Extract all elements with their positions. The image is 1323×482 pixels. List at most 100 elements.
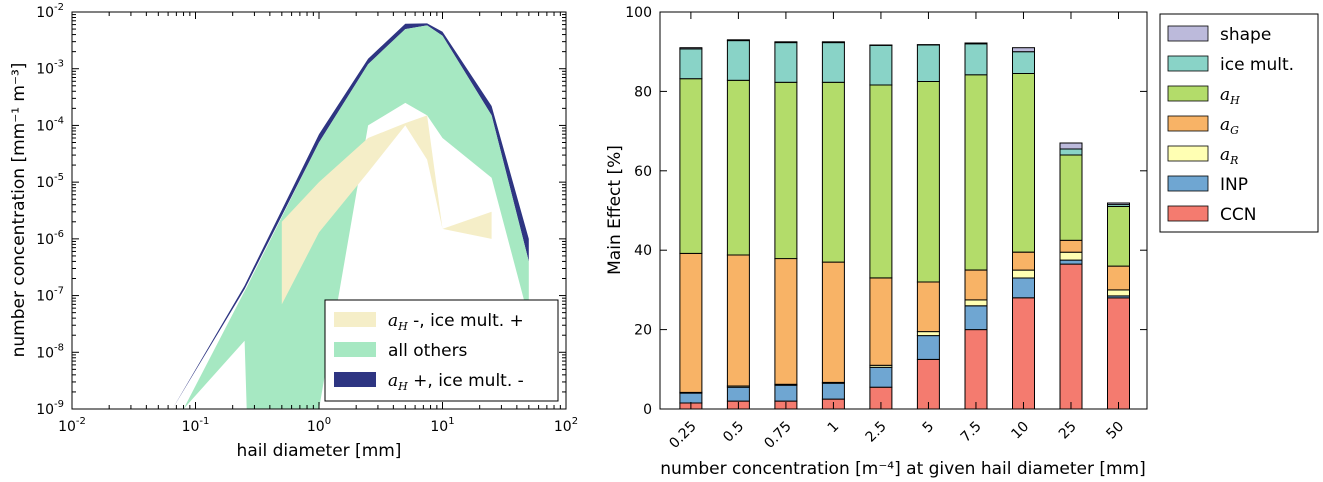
left-legend-label: aH -, ice mult. + (388, 311, 524, 333)
bar-segment-ccn (964, 329, 988, 410)
bar-segment-inp (1012, 277, 1035, 299)
left-x-tick-label: 101 (430, 416, 454, 435)
left-x-tick-label: 10-2 (58, 416, 86, 435)
left-chart-hail-size-distribution: 10-2 10-1 100 101 102 10-9 10-8 10-7 10-6 10-5 10-… (9, 2, 578, 461)
bar-segment-ag (916, 281, 940, 333)
left-x-tick-label: 100 (307, 416, 331, 435)
left-chart-legend: aH -, ice mult. + all others aH +, ice mul… (324, 299, 559, 402)
left-legend-label: all others (388, 341, 468, 361)
right-x-tick-label: 25 (1056, 419, 1080, 443)
right-legend-label: shape (1220, 25, 1271, 45)
bar-segment-ice-mult- (1012, 51, 1035, 74)
bar-segment-ah (916, 81, 940, 283)
right-legend-label: CCN (1220, 205, 1256, 225)
bar-segment-ah (679, 78, 703, 254)
left-chart-areas (172, 23, 529, 410)
right-legend-swatch (1167, 205, 1209, 222)
right-x-axis-label: number concentration [m⁻⁴] at given hail… (660, 459, 1146, 479)
right-legend-swatch (1167, 175, 1209, 192)
right-x-tick-label: 0.75 (761, 419, 794, 452)
bar-segment-ag (1059, 239, 1083, 253)
right-y-tick-label: 40 (634, 243, 652, 259)
bar-segment-ah (726, 79, 750, 256)
bar-segment-ccn (1012, 297, 1035, 410)
left-legend-label: aH +, ice mult. - (388, 371, 524, 393)
bar-segment-inp (821, 382, 845, 400)
right-x-tick-label: 10 (1008, 419, 1032, 443)
right-y-tick-label: 60 (634, 164, 652, 180)
bar-segment-ar (916, 331, 940, 337)
right-y-tick-label: 20 (634, 323, 652, 339)
bar-segment-shape (964, 42, 988, 45)
bar-segment-ag (679, 252, 703, 393)
bar-segment-ah (869, 84, 893, 279)
right-chart-legend: shape ice mult. aH aG aR INP CCN (1159, 13, 1319, 233)
right-plot-frame (659, 11, 1148, 410)
right-legend-swatch (1167, 25, 1209, 42)
bar-segment-ag (869, 277, 893, 366)
left-y-tick-label: 10-2 (36, 2, 64, 21)
right-x-tick-label: 0.5 (720, 419, 747, 446)
left-legend-swatch (334, 312, 376, 327)
bar-segment-inp (1059, 259, 1083, 265)
bar-segment-ccn (1059, 263, 1083, 410)
right-legend-label: aR (1220, 145, 1238, 167)
right-y-tick-label: 0 (643, 402, 652, 418)
left-legend-swatch (334, 372, 376, 387)
bar-segment-ice-mult- (964, 43, 988, 76)
bar-segment-ah (821, 81, 845, 263)
bar-segment-inp (774, 384, 798, 402)
bar-segment-ice-mult- (774, 42, 798, 83)
bar-segment-inp (869, 366, 893, 388)
left-chart-ticks: 10-2 10-1 100 101 102 10-9 10-8 10-7 10-6 10-5 10-… (36, 2, 578, 435)
left-y-tick-label: 10-3 (36, 59, 64, 78)
right-chart-main-effect: 0 20 40 60 80 100 0.25 0.5 0.75 1 2.5 5 7.5 10 25 50 nu… (605, 5, 1319, 479)
left-x-tick-label: 10-1 (182, 416, 210, 435)
bar-segment-inp (964, 305, 988, 331)
bar-segment-ag (774, 258, 798, 385)
left-y-tick-label: 10-7 (36, 286, 64, 305)
bar-segment-ice-mult- (821, 42, 845, 83)
right-legend-swatch (1167, 55, 1209, 72)
right-x-tick-label: 2.5 (863, 419, 890, 446)
bar-segment-ag (1012, 251, 1035, 271)
bar-segment-ice-mult- (1059, 148, 1083, 156)
bar-segment-inp (916, 335, 940, 360)
left-x-axis-label: hail diameter [mm] (237, 441, 402, 461)
bar-segment-shape (1059, 142, 1083, 150)
bar-segment-ccn (916, 358, 940, 410)
left-y-axis-label: number concentration [mm⁻¹ m⁻³] (9, 63, 29, 358)
bar-segment-shape (1012, 47, 1035, 53)
bar-segment-ice-mult- (869, 44, 893, 86)
bar-segment-inp (679, 392, 703, 404)
right-legend-swatch (1167, 85, 1209, 102)
right-legend-label: ice mult. (1220, 55, 1294, 75)
area-series-2 (281, 115, 492, 305)
left-y-tick-label: 10-4 (36, 115, 64, 134)
bar-segment-ah (1107, 206, 1130, 267)
bar-segment-ccn (1107, 297, 1130, 410)
right-legend-swatch (1167, 145, 1209, 162)
left-y-tick-label: 10-8 (36, 342, 64, 361)
right-chart-bars (679, 39, 1130, 410)
right-legend-label: aH (1220, 85, 1240, 107)
left-y-tick-label: 10-6 (36, 229, 64, 248)
bar-segment-shape (1107, 202, 1130, 206)
right-legend-label: INP (1220, 175, 1248, 195)
bar-segment-ar (1012, 269, 1035, 279)
bar-segment-shape (774, 41, 798, 44)
bar-segment-ag (821, 261, 845, 383)
bar-segment-ice-mult- (916, 44, 940, 82)
left-y-tick-label: 10-5 (36, 172, 64, 191)
left-legend-swatch (334, 342, 376, 357)
bar-segment-ag (726, 254, 750, 387)
area-series-1 (183, 25, 529, 410)
bar-segment-shape (821, 41, 845, 44)
right-y-tick-label: 100 (625, 5, 652, 21)
bar-segment-ar (1107, 289, 1130, 297)
bar-segment-shape (726, 39, 750, 42)
bar-segment-ag (1107, 265, 1130, 291)
bar-segment-ice-mult- (679, 48, 703, 80)
bar-segment-ah (1012, 73, 1035, 253)
